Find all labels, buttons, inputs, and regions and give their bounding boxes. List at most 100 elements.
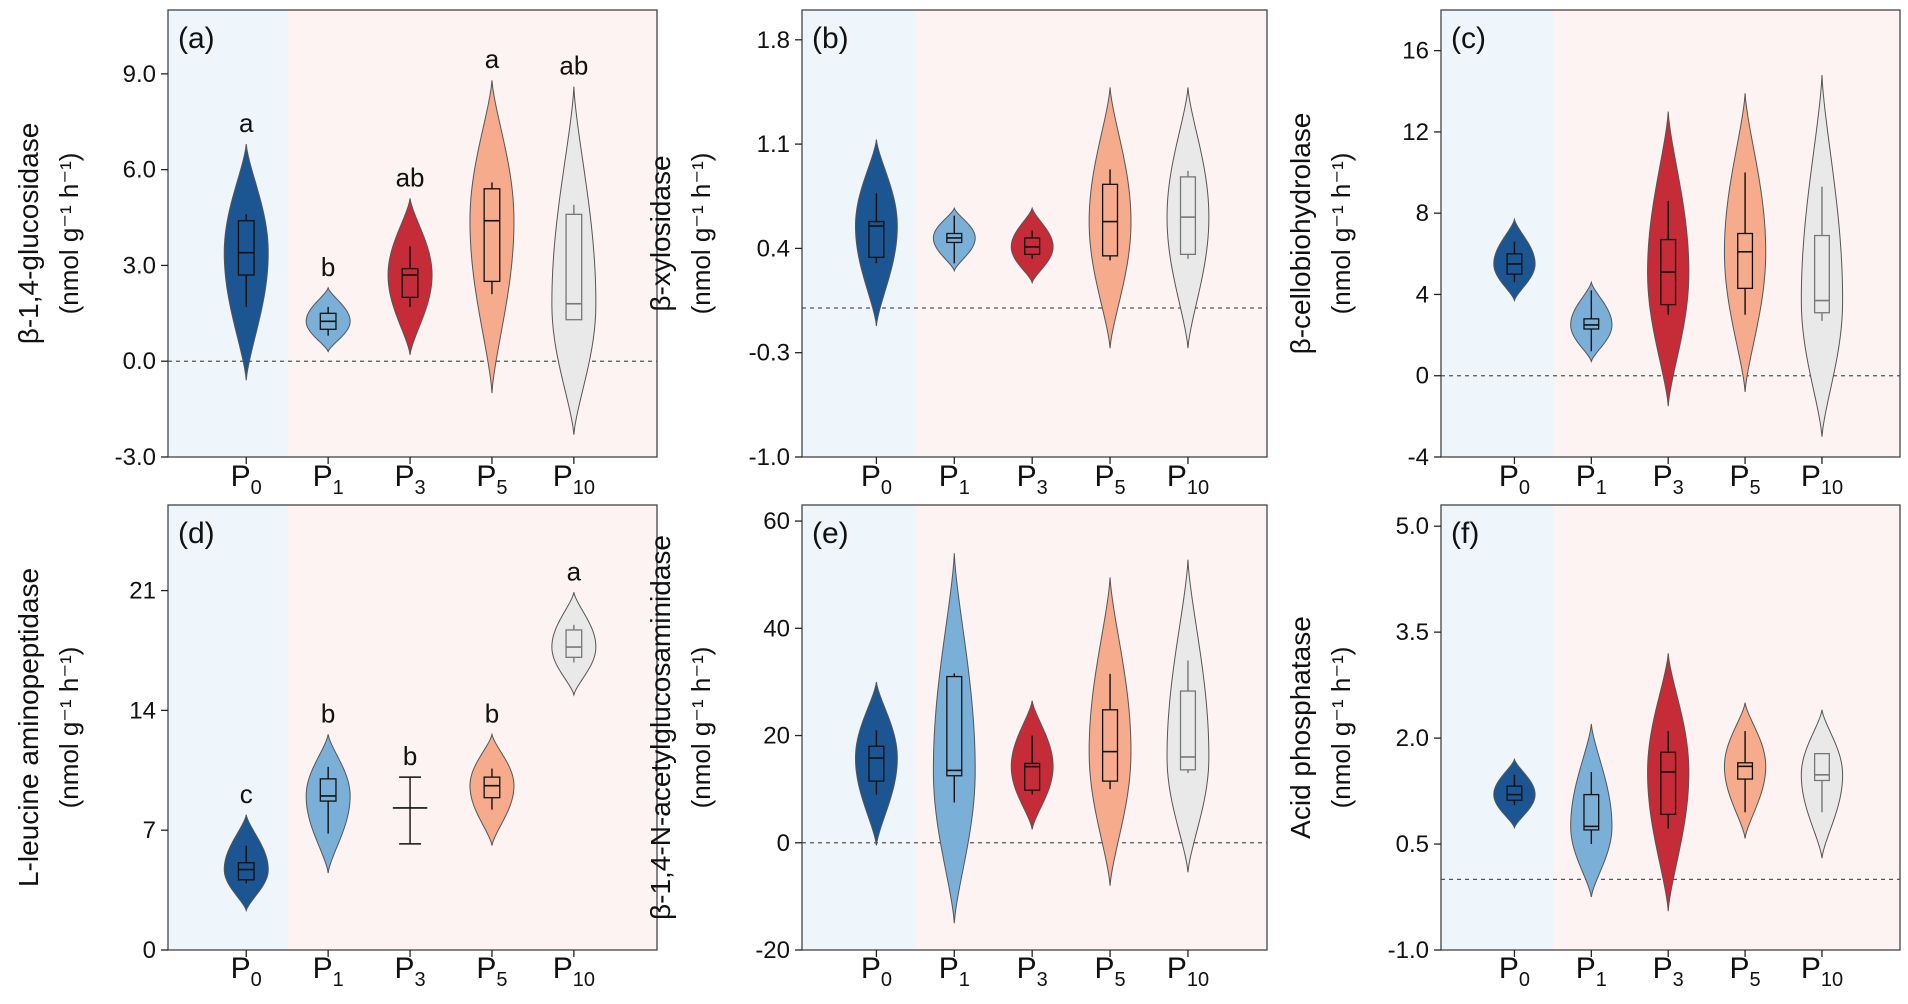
- x-tick-subscript: 5: [1115, 969, 1126, 991]
- iqr-box: [1660, 751, 1677, 816]
- panel-tag: (e): [812, 517, 849, 550]
- x-tick-main: P: [231, 460, 251, 493]
- y-tick-label: 0: [1416, 363, 1429, 390]
- y-axis-units: (nmol g⁻¹ h⁻¹): [1326, 647, 1356, 809]
- iqr-box: [1813, 234, 1830, 314]
- x-tick-main: P: [1576, 460, 1596, 493]
- x-tick-main: P: [553, 952, 573, 985]
- iqr-box: [1179, 690, 1197, 771]
- x-tick-label-P10: P10: [1801, 952, 1843, 991]
- plot-frame: [801, 9, 1268, 458]
- violin-P3: [392, 776, 428, 845]
- x-tick-main: P: [1730, 460, 1750, 493]
- treatment-background: [287, 505, 657, 950]
- iqr-box: [401, 267, 419, 299]
- y-tick-label: 1.1: [757, 131, 790, 158]
- x-tick-label-P5: P5: [476, 952, 507, 991]
- x-tick-main: P: [1094, 952, 1114, 985]
- y-tick-label: 12: [1402, 119, 1429, 146]
- x-tick-label-P3: P3: [1653, 952, 1684, 991]
- panel-tag: (c): [1451, 22, 1486, 55]
- x-tick-label-P0: P0: [861, 952, 892, 991]
- x-tick-subscript: 1: [333, 477, 344, 499]
- x-tick-main: P: [476, 952, 496, 985]
- x-tick-subscript: 10: [1821, 477, 1843, 499]
- violin-P1: [1570, 280, 1613, 363]
- iqr-box: [1813, 752, 1830, 782]
- x-tick-main: P: [1167, 460, 1187, 493]
- violin-P10: [1800, 709, 1844, 859]
- x-tick-subscript: 0: [1519, 477, 1530, 499]
- x-tick-subscript: 3: [1673, 477, 1684, 499]
- x-tick-main: P: [1499, 952, 1519, 985]
- significance-letter: a: [485, 44, 500, 74]
- x-tick-label-P10: P10: [1801, 460, 1843, 499]
- x-tick-subscript: 3: [1037, 969, 1048, 991]
- violin-P5: [1088, 87, 1132, 349]
- iqr-box: [483, 776, 501, 799]
- x-tick-main: P: [1167, 952, 1187, 985]
- plot-frame: [167, 9, 658, 458]
- y-axis-units: (nmol g⁻¹ h⁻¹): [1326, 153, 1356, 315]
- y-tick-label: -3.0: [115, 444, 156, 471]
- x-tick-label-P10: P10: [1167, 460, 1209, 499]
- plot-frame: [1440, 9, 1901, 458]
- iqr-box: [1737, 232, 1754, 290]
- violin-P5: [469, 80, 515, 394]
- violin-P3: [1010, 206, 1054, 285]
- y-tick-label: 6.0: [123, 157, 156, 184]
- x-tick-subscript: 10: [1187, 477, 1209, 499]
- x-tick-subscript: 5: [1115, 477, 1126, 499]
- x-tick-label-P5: P5: [1730, 460, 1761, 499]
- y-axis-title: β-xylosidase: [645, 155, 676, 311]
- x-tick-subscript: 1: [1596, 969, 1607, 991]
- violin-P1: [305, 734, 351, 874]
- x-tick-main: P: [394, 952, 414, 985]
- y-tick-label: 0.0: [123, 348, 156, 375]
- iqr-box: [237, 862, 255, 881]
- y-tick-label: 0: [777, 830, 790, 857]
- iqr-box: [1101, 183, 1119, 257]
- x-tick-main: P: [553, 460, 573, 493]
- y-tick-label: 9.0: [123, 61, 156, 88]
- significance-letter: b: [403, 741, 417, 771]
- x-tick-label-P3: P3: [394, 952, 425, 991]
- y-tick-label: 20: [763, 723, 790, 750]
- x-tick-subscript: 3: [1673, 969, 1684, 991]
- x-tick-main: P: [1801, 952, 1821, 985]
- violin-P3: [1647, 111, 1690, 407]
- x-tick-main: P: [1017, 460, 1037, 493]
- x-tick-main: P: [1499, 460, 1519, 493]
- control-background: [1441, 10, 1554, 457]
- x-tick-subscript: 5: [1750, 969, 1761, 991]
- x-tick-main: P: [861, 460, 881, 493]
- x-tick-main: P: [1653, 460, 1673, 493]
- violin-P3: [1010, 700, 1054, 830]
- x-tick-subscript: 10: [1821, 969, 1843, 991]
- y-tick-label: 14: [129, 697, 156, 724]
- iqr-box: [868, 745, 885, 782]
- significance-letter: a: [239, 108, 254, 138]
- x-tick-subscript: 10: [1187, 969, 1209, 991]
- y-tick-label: -1.0: [1388, 937, 1429, 964]
- x-tick-subscript: 10: [573, 477, 595, 499]
- iqr-box: [1583, 318, 1600, 330]
- x-tick-subscript: 5: [496, 477, 507, 499]
- y-axis-title: L-leucine aminopeptidase: [13, 568, 44, 887]
- x-tick-label-P5: P5: [476, 460, 507, 499]
- violin-P5: [469, 732, 515, 846]
- y-tick-label: 16: [1402, 38, 1429, 65]
- violin-P10: [551, 592, 597, 697]
- x-tick-subscript: 10: [573, 969, 595, 991]
- x-tick-main: P: [1730, 952, 1750, 985]
- x-tick-main: P: [313, 460, 333, 493]
- violin-P1: [305, 286, 351, 353]
- x-tick-label-P0: P0: [231, 460, 262, 499]
- x-tick-main: P: [394, 460, 414, 493]
- x-tick-subscript: 3: [415, 969, 426, 991]
- x-tick-main: P: [1017, 952, 1037, 985]
- violin-P10: [551, 86, 597, 435]
- iqr-box: [1737, 762, 1754, 780]
